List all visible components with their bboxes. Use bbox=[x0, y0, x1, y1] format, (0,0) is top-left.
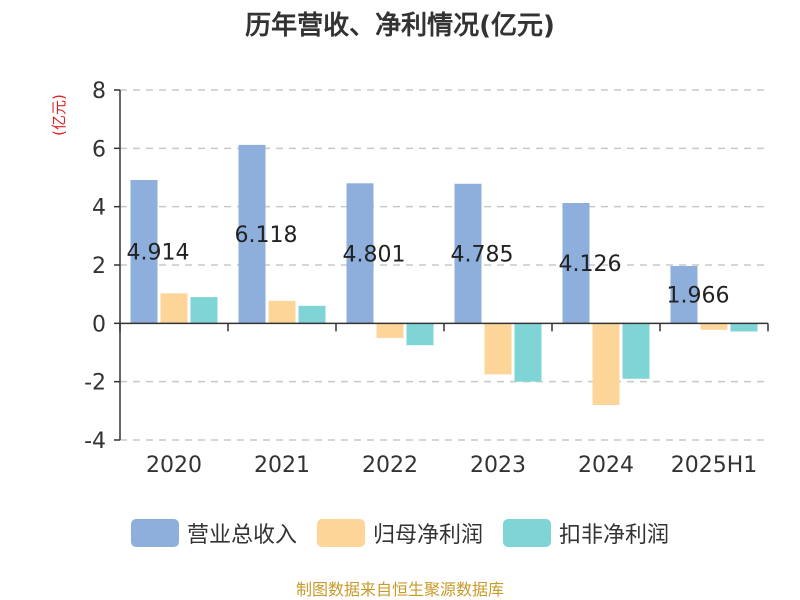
bar-扣非净利润 bbox=[298, 305, 326, 324]
x-tick-label: 2022 bbox=[362, 453, 418, 478]
legend-swatch-net-profit bbox=[316, 519, 365, 547]
legend: 营业总收入 归母净利润 扣非净利润 bbox=[0, 517, 800, 549]
bar-营业总收入 bbox=[238, 144, 266, 324]
legend-label-revenue: 营业总收入 bbox=[186, 523, 297, 548]
chart-title: 历年营收、净利情况(亿元) bbox=[245, 11, 555, 41]
data-label: 4.801 bbox=[343, 242, 406, 267]
bar-扣非净利润 bbox=[514, 323, 542, 382]
bar-营业总收入 bbox=[562, 202, 590, 324]
y-tick-label: 0 bbox=[92, 312, 106, 337]
legend-item-net-profit[interactable]: 归母净利润 bbox=[316, 517, 483, 549]
legend-label-net-profit: 归母净利润 bbox=[372, 523, 483, 548]
x-tick-label: 2025H1 bbox=[671, 453, 758, 478]
bar-归母净利润 bbox=[268, 300, 296, 324]
bar-营业总收入 bbox=[130, 180, 158, 324]
y-tick-label: 4 bbox=[92, 196, 106, 221]
legend-label-deducted-profit: 扣非净利润 bbox=[559, 523, 670, 548]
data-label: 1.966 bbox=[667, 284, 730, 309]
data-label: 4.126 bbox=[559, 252, 622, 277]
y-tick-label: -4 bbox=[84, 429, 106, 454]
bar-扣非净利润 bbox=[190, 297, 218, 324]
bar-归母净利润 bbox=[376, 323, 404, 338]
x-tick-label: 2023 bbox=[470, 453, 526, 478]
y-tick-label: 8 bbox=[92, 79, 106, 104]
bar-归母净利润 bbox=[484, 323, 512, 375]
x-tick-label: 2021 bbox=[254, 453, 310, 478]
data-label: 6.118 bbox=[235, 223, 298, 248]
x-tick-label: 2020 bbox=[146, 453, 202, 478]
bar-营业总收入 bbox=[346, 183, 374, 324]
y-tick-label: 2 bbox=[92, 254, 106, 279]
bar-扣非净利润 bbox=[622, 323, 650, 379]
bar-归母净利润 bbox=[700, 323, 728, 330]
bar-归母净利润 bbox=[160, 293, 188, 324]
y-tick-label: -2 bbox=[84, 371, 106, 396]
bar-扣非净利润 bbox=[406, 323, 434, 346]
legend-item-revenue[interactable]: 营业总收入 bbox=[130, 517, 297, 549]
data-label: 4.914 bbox=[127, 241, 190, 266]
legend-item-deducted-profit[interactable]: 扣非净利润 bbox=[503, 517, 669, 549]
y-tick-label: 6 bbox=[92, 137, 106, 162]
bar-扣非净利润 bbox=[730, 323, 758, 332]
bar-归母净利润 bbox=[592, 323, 620, 405]
bar-营业总收入 bbox=[670, 265, 698, 324]
data-label: 4.785 bbox=[451, 243, 514, 268]
legend-swatch-deducted-profit bbox=[503, 519, 551, 547]
y-axis-label: (亿元) bbox=[50, 94, 68, 136]
x-tick-label: 2024 bbox=[578, 453, 634, 478]
source-footer: 制图数据来自恒生聚源数据库 bbox=[295, 580, 504, 599]
legend-swatch-revenue bbox=[130, 519, 179, 547]
bar-营业总收入 bbox=[454, 183, 482, 324]
